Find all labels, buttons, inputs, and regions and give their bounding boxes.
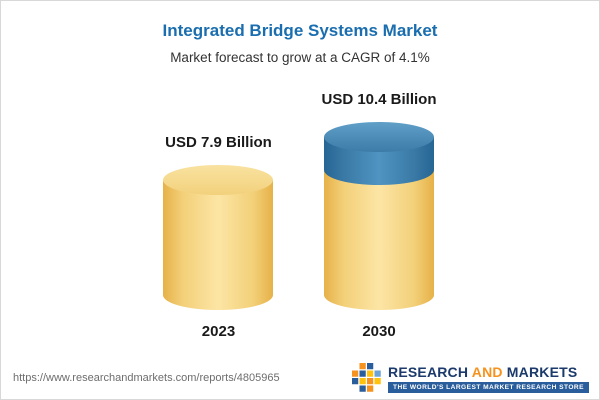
- bar-group-2023: USD 7.9 Billion 2023: [163, 134, 274, 340]
- bar-chart: USD 7.9 Billion 2023 USD 10.4 Billion 20…: [1, 91, 599, 340]
- globe-logo-icon: [352, 363, 381, 392]
- value-label-2030: USD 10.4 Billion: [321, 91, 437, 108]
- category-label-2030: 2030: [362, 323, 396, 340]
- value-label-2023: USD 7.9 Billion: [165, 134, 272, 151]
- logo-tagline: THE WORLD'S LARGEST MARKET RESEARCH STOR…: [388, 381, 589, 393]
- cylinder-body: [163, 180, 274, 310]
- logo-word-markets: MARKETS: [506, 363, 578, 380]
- logo-word-and: AND: [468, 363, 507, 380]
- cylinder-body: [324, 162, 434, 310]
- chart-title: Integrated Bridge Systems Market: [162, 21, 438, 40]
- cylinder-top-ellipse: [163, 165, 274, 195]
- research-and-markets-logo: RESEARCH AND MARKETS THE WORLD'S LARGEST…: [352, 363, 589, 393]
- logo-text-block: RESEARCH AND MARKETS THE WORLD'S LARGEST…: [388, 364, 589, 393]
- cylinder-bar-2030: [324, 122, 434, 310]
- logo-wordmark: RESEARCH AND MARKETS: [388, 364, 577, 380]
- cylinder-growth-top-ellipse: [324, 122, 434, 152]
- cylinder-bar-2023: [163, 165, 274, 310]
- chart-subtitle: Market forecast to grow at a CAGR of 4.1…: [170, 50, 430, 65]
- bar-group-2030: USD 10.4 Billion 2030: [321, 91, 436, 340]
- category-label-2023: 2023: [201, 323, 236, 340]
- logo-word-research: RESEARCH: [388, 363, 469, 380]
- footer: https://www.researchandmarkets.com/repor…: [1, 357, 599, 399]
- source-url: https://www.researchandmarkets.com/repor…: [13, 372, 280, 384]
